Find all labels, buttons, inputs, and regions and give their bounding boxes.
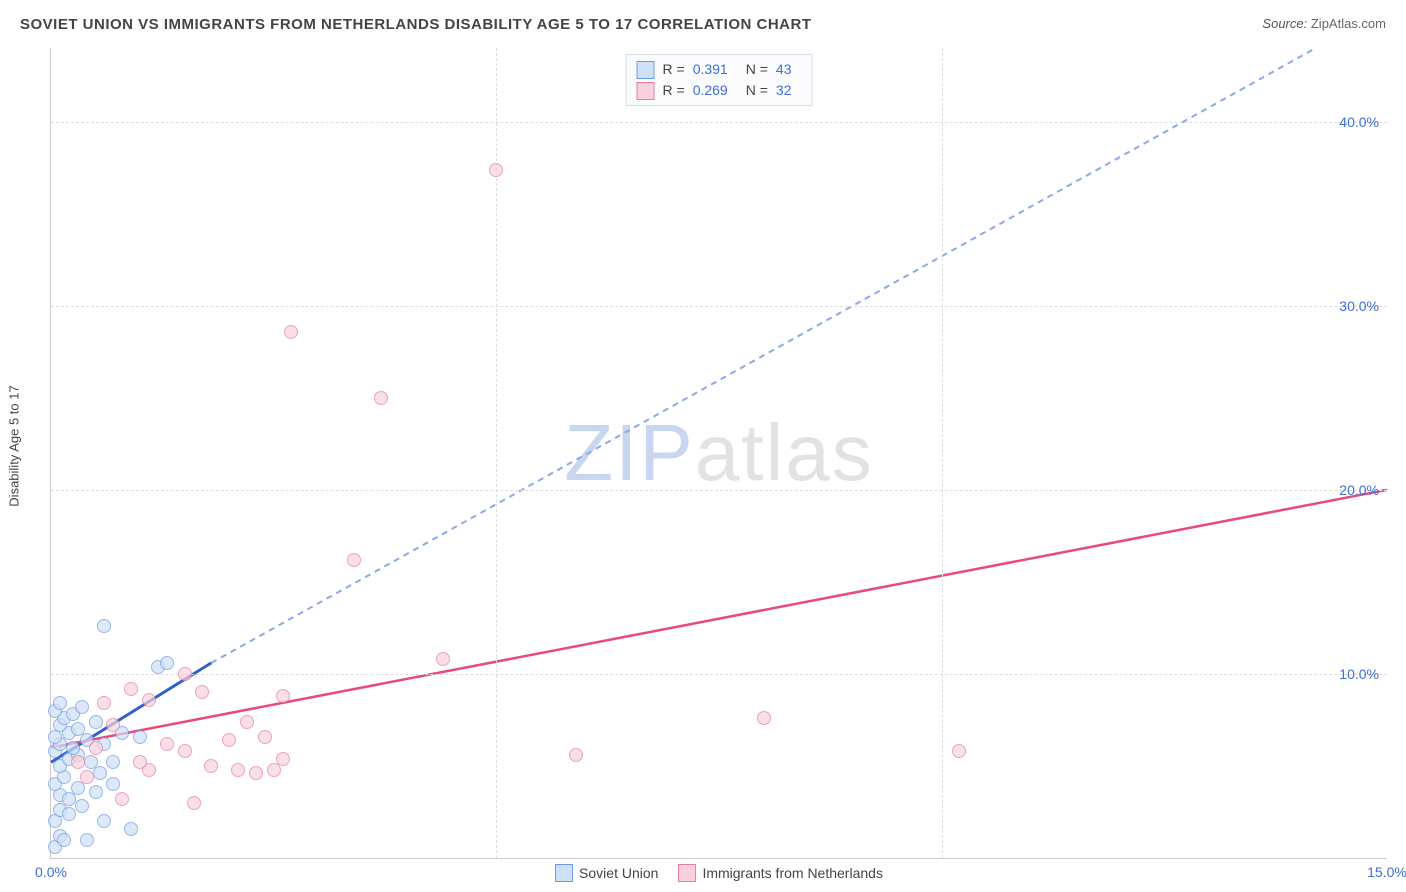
data-point xyxy=(75,799,89,813)
data-point xyxy=(258,730,272,744)
legend-r-value: 0.391 xyxy=(693,59,728,80)
data-point xyxy=(187,796,201,810)
legend-n-label: N = xyxy=(746,59,768,80)
data-point xyxy=(284,325,298,339)
data-point xyxy=(276,752,290,766)
data-point xyxy=(93,766,107,780)
y-axis-label: Disability Age 5 to 17 xyxy=(7,385,22,506)
series-legend: Soviet Union Immigrants from Netherlands xyxy=(555,864,883,882)
data-point xyxy=(124,822,138,836)
data-point xyxy=(62,807,76,821)
data-point xyxy=(124,682,138,696)
data-point xyxy=(178,667,192,681)
data-point xyxy=(569,748,583,762)
data-point xyxy=(115,792,129,806)
legend-r-label: R = xyxy=(663,59,685,80)
series-legend-item: Immigrants from Netherlands xyxy=(678,864,883,882)
data-point xyxy=(106,718,120,732)
correlation-legend: R = 0.391 N = 43 R = 0.269 N = 32 xyxy=(626,54,813,106)
data-point xyxy=(347,553,361,567)
data-point xyxy=(133,730,147,744)
series-legend-label: Immigrants from Netherlands xyxy=(702,865,883,881)
legend-n-value: 43 xyxy=(776,59,792,80)
data-point xyxy=(97,619,111,633)
data-point xyxy=(231,763,245,777)
data-point xyxy=(249,766,263,780)
legend-n-value: 32 xyxy=(776,80,792,101)
data-point xyxy=(195,685,209,699)
y-tick-label: 10.0% xyxy=(1339,666,1379,682)
data-point xyxy=(80,833,94,847)
y-tick-label: 30.0% xyxy=(1339,298,1379,314)
data-point xyxy=(66,741,80,755)
grid-line-h xyxy=(51,674,1387,675)
data-point xyxy=(106,755,120,769)
data-point xyxy=(240,715,254,729)
data-point xyxy=(53,696,67,710)
legend-n-label: N = xyxy=(746,80,768,101)
data-point xyxy=(436,652,450,666)
data-point xyxy=(142,693,156,707)
data-point xyxy=(106,777,120,791)
source-credit: Source: ZipAtlas.com xyxy=(1262,16,1386,31)
data-point xyxy=(489,163,503,177)
x-tick-label: 15.0% xyxy=(1367,864,1406,880)
data-point xyxy=(89,785,103,799)
data-point xyxy=(276,689,290,703)
y-tick-label: 40.0% xyxy=(1339,114,1379,130)
watermark-suffix: atlas xyxy=(695,408,874,497)
x-tick-label: 0.0% xyxy=(35,864,67,880)
legend-swatch xyxy=(555,864,573,882)
chart-title: SOVIET UNION VS IMMIGRANTS FROM NETHERLA… xyxy=(20,16,812,33)
series-legend-item: Soviet Union xyxy=(555,864,658,882)
y-tick-label: 20.0% xyxy=(1339,482,1379,498)
grid-line-h xyxy=(51,306,1387,307)
data-point xyxy=(84,755,98,769)
data-point xyxy=(89,741,103,755)
grid-line-h xyxy=(51,122,1387,123)
data-point xyxy=(178,744,192,758)
data-point xyxy=(204,759,218,773)
chart-plot-area: ZIPatlas R =0.391N =43R =0.269N =32 Sovi… xyxy=(50,48,1387,859)
grid-line-h xyxy=(51,490,1387,491)
data-point xyxy=(97,696,111,710)
data-point xyxy=(757,711,771,725)
trend-lines-svg xyxy=(51,48,1387,858)
correlation-legend-row: R = 0.391 N = 43 xyxy=(637,59,802,80)
watermark: ZIPatlas xyxy=(564,407,873,499)
legend-swatch xyxy=(637,61,655,79)
data-point xyxy=(952,744,966,758)
legend-swatch xyxy=(637,82,655,100)
data-point xyxy=(222,733,236,747)
data-point xyxy=(133,755,147,769)
legend-r-value: 0.269 xyxy=(693,80,728,101)
data-point xyxy=(160,656,174,670)
data-point xyxy=(89,715,103,729)
data-point xyxy=(71,755,85,769)
data-point xyxy=(80,770,94,784)
source-label: Source: xyxy=(1262,16,1307,31)
legend-swatch xyxy=(678,864,696,882)
grid-line-v xyxy=(942,48,943,858)
correlation-legend-row: R = 0.269 N = 32 xyxy=(637,80,802,101)
series-legend-label: Soviet Union xyxy=(579,865,658,881)
watermark-prefix: ZIP xyxy=(564,408,694,497)
data-point xyxy=(97,814,111,828)
data-point xyxy=(57,833,71,847)
data-point xyxy=(160,737,174,751)
legend-r-label: R = xyxy=(663,80,685,101)
data-point xyxy=(75,700,89,714)
source-value: ZipAtlas.com xyxy=(1311,16,1386,31)
data-point xyxy=(374,391,388,405)
